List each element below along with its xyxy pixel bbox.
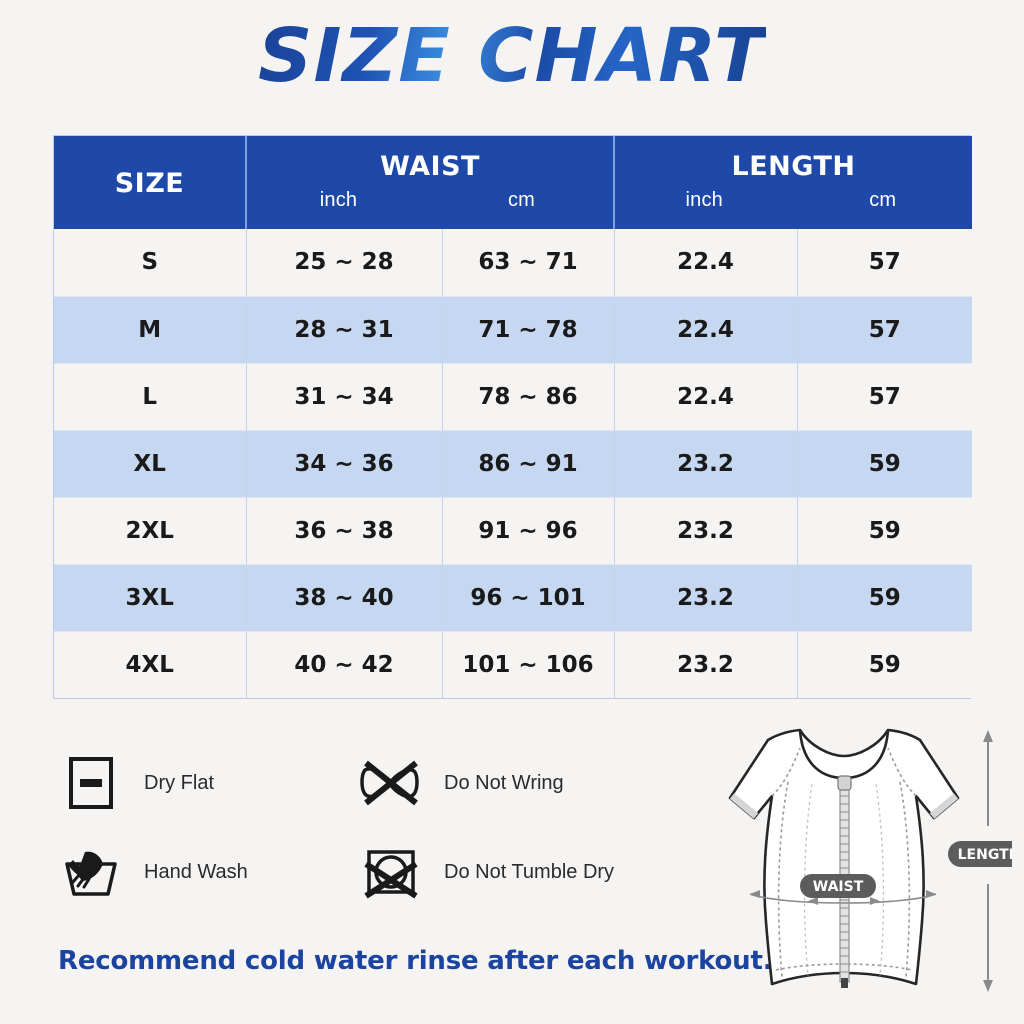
page-title: SIZE CHART	[257, 13, 767, 99]
length-badge-shape	[948, 841, 1024, 867]
cell-size: 4XL	[54, 631, 246, 698]
cell-length-inch: 23.2	[613, 497, 797, 565]
dry-flat-icon	[60, 752, 122, 814]
do-not-wring-icon	[360, 752, 422, 814]
cell-length-cm: 59	[796, 631, 973, 698]
length-badge-label: LENGTH	[958, 847, 1012, 863]
cell-size: S	[54, 229, 246, 297]
table-row: L 31 ~ 34 78 ~ 86 22.4 57	[54, 363, 973, 431]
cell-waist-inch: 36 ~ 38	[245, 497, 442, 565]
cell-length-cm: 59	[796, 497, 973, 565]
cell-size: 2XL	[54, 497, 246, 565]
table-row: 3XL 38 ~ 40 96 ~ 101 23.2 59	[54, 564, 973, 632]
care-label-do-not-wring: Do Not Wring	[444, 771, 564, 794]
cell-length-cm: 59	[796, 430, 973, 498]
cell-waist-inch: 38 ~ 40	[245, 564, 442, 632]
cell-length-cm: 57	[796, 229, 973, 297]
header-sublabel-length-inch: inch	[685, 189, 723, 211]
cell-length-inch: 23.2	[613, 631, 797, 698]
header-sublabel-length-cm: cm	[869, 189, 897, 211]
table-row: S 25 ~ 28 63 ~ 71 22.4 57	[54, 229, 973, 297]
cell-waist-inch: 28 ~ 31	[245, 296, 442, 364]
header-sublabel-waist-inch: inch	[319, 189, 358, 211]
cell-length-inch: 22.4	[613, 229, 797, 297]
cell-length-cm: 59	[796, 564, 973, 632]
cell-waist-cm: 63 ~ 71	[441, 229, 614, 297]
do-not-tumble-dry-icon	[360, 841, 422, 903]
cell-waist-inch: 25 ~ 28	[245, 229, 442, 297]
cell-length-inch: 22.4	[613, 296, 797, 364]
care-label-dry-flat: Dry Flat	[144, 771, 214, 794]
cell-waist-cm: 91 ~ 96	[441, 497, 614, 565]
header-cell-length: LENGTH inch cm	[612, 136, 973, 229]
cell-size: XL	[54, 430, 246, 498]
cell-waist-inch: 31 ~ 34	[245, 363, 442, 431]
care-label-do-not-tumble-dry: Do Not Tumble Dry	[444, 860, 615, 883]
care-item-dry-flat: Dry Flat	[60, 752, 360, 814]
cell-waist-inch: 34 ~ 36	[245, 430, 442, 498]
header-label-waist: WAIST	[380, 151, 480, 182]
table-header: SIZE WAIST inch cm LENGTH inch cm	[54, 136, 973, 229]
cell-size: L	[54, 363, 246, 431]
header-label-length: LENGTH	[731, 151, 856, 182]
cell-waist-cm: 96 ~ 101	[441, 564, 614, 632]
table-body: S 25 ~ 28 63 ~ 71 22.4 57 M 28 ~ 31 71 ~ 78 22.4…	[54, 229, 973, 698]
cell-size: M	[54, 296, 246, 364]
cell-length-inch: 23.2	[613, 564, 797, 632]
cell-length-cm: 57	[796, 296, 973, 364]
cell-length-inch: 23.2	[613, 430, 797, 498]
cell-length-inch: 22.4	[613, 363, 797, 431]
cell-size: 3XL	[54, 564, 246, 632]
cell-waist-inch: 40 ~ 42	[245, 631, 442, 698]
header-label-size: SIZE	[114, 168, 185, 199]
cell-waist-cm: 78 ~ 86	[441, 363, 614, 431]
header-sublabel-waist-cm: cm	[507, 189, 536, 211]
cell-waist-cm: 101 ~ 106	[441, 631, 614, 698]
care-item-hand-wash: Hand Wash	[60, 841, 360, 903]
cell-waist-cm: 86 ~ 91	[441, 430, 614, 498]
page-title-container: SIZE CHART	[0, 13, 1024, 99]
waist-badge-shape	[800, 874, 876, 898]
care-item-do-not-wring: Do Not Wring	[360, 752, 660, 814]
care-row-1: Dry Flat Do Not Wring	[60, 752, 680, 814]
care-item-do-not-tumble-dry: Do Not Tumble Dry	[360, 841, 660, 903]
table-row: 4XL 40 ~ 42 101 ~ 106 23.2 59	[54, 631, 973, 698]
hand-wash-icon	[60, 841, 122, 903]
table-row: 2XL 36 ~ 38 91 ~ 96 23.2 59	[54, 497, 973, 565]
care-label-hand-wash: Hand Wash	[144, 860, 248, 883]
header-cell-size: SIZE	[54, 136, 246, 229]
care-instructions: Dry Flat Do Not Wring	[60, 752, 680, 930]
cell-length-cm: 57	[796, 363, 973, 431]
waist-badge-label: WAIST	[813, 879, 864, 895]
care-row-2: Hand Wash Do Not Tumble Dry	[60, 841, 680, 903]
table-row: XL 34 ~ 36 86 ~ 91 23.2 59	[54, 430, 973, 498]
header-cell-waist: WAIST inch cm	[245, 136, 614, 229]
recommendation-note: Recommend cold water rinse after each wo…	[58, 946, 773, 976]
garment-illustration: WAIST LENGTH	[672, 726, 1024, 1024]
size-chart-table: SIZE WAIST inch cm LENGTH inch cm	[53, 135, 973, 699]
cell-waist-cm: 71 ~ 78	[441, 296, 614, 364]
table-row: M 28 ~ 31 71 ~ 78 22.4 57	[54, 296, 973, 364]
